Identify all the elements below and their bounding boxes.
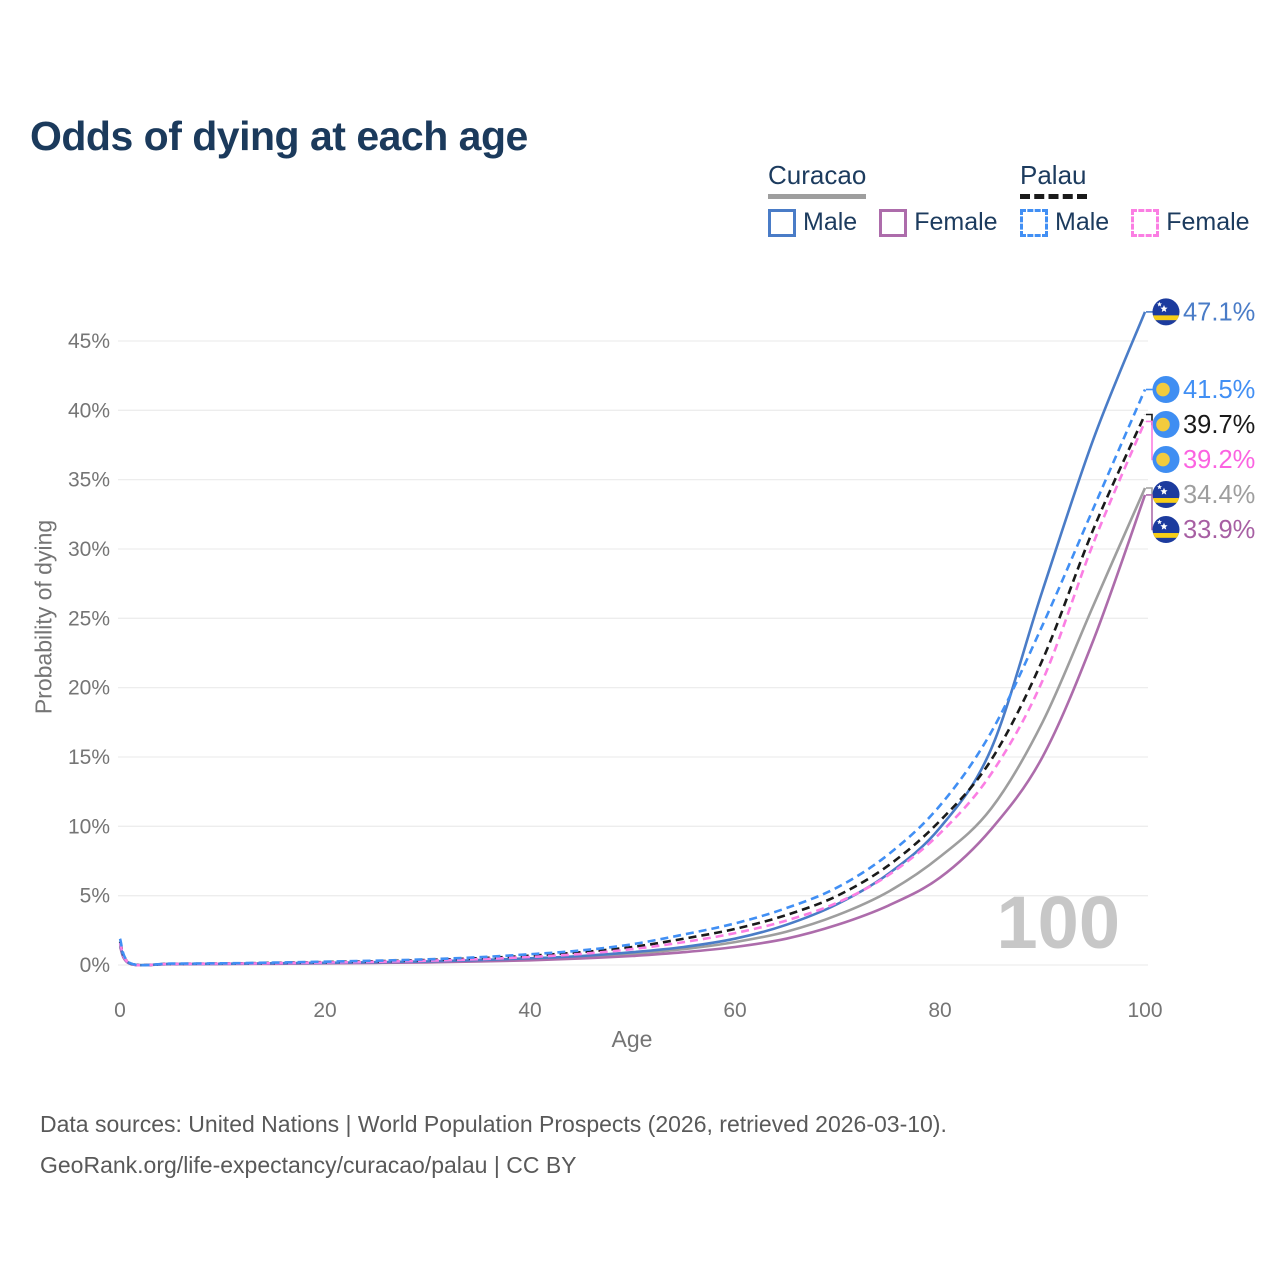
flag-curacao-icon [1152, 516, 1180, 544]
x-tick-0: 0 [114, 999, 126, 1022]
y-tick-35: 35% [68, 469, 110, 492]
end-label-palau-female: 39.2% [1183, 446, 1255, 474]
y-tick-10: 10% [68, 815, 110, 838]
flag-curacao-icon [1152, 298, 1180, 326]
palau-male-swatch-icon [1020, 208, 1048, 237]
end-label-palau-total: 39.7% [1183, 411, 1255, 439]
x-axis-title: Age [611, 1026, 653, 1052]
x-tick-60: 60 [723, 999, 746, 1022]
footer-attribution: GeoRank.org/life-expectancy/curacao/pala… [40, 1152, 577, 1178]
age-counter: 100 [997, 881, 1120, 964]
flag-palau-icon [1152, 411, 1180, 439]
series-line-palau-male[interactable] [118, 388, 1147, 967]
curacao-female-swatch-icon [879, 208, 908, 237]
page-title: Odds of dying at each age [30, 113, 528, 160]
legend-header-curacao: Curacao [768, 160, 867, 199]
x-tick-100: 100 [1127, 999, 1162, 1022]
legend-items-palau: Male Female [1020, 208, 1250, 237]
end-label-curacao-female: 33.9% [1183, 516, 1255, 544]
y-tick-20: 20% [68, 677, 110, 700]
end-label-curacao-total: 34.4% [1183, 481, 1255, 509]
legend-header-palau: Palau [1020, 160, 1087, 199]
legend-label-palau-female: Female [1166, 208, 1250, 236]
flag-palau-icon [1152, 446, 1180, 474]
y-tick-25: 25% [68, 607, 110, 630]
palau-female-swatch-icon [1131, 208, 1160, 237]
x-tick-80: 80 [928, 999, 951, 1022]
legend-item-curacao-female[interactable]: Female [879, 208, 998, 237]
legend-items-curacao: Male Female [768, 208, 998, 237]
flag-palau-icon [1152, 376, 1180, 404]
end-label-curacao-male: 47.1% [1183, 298, 1255, 326]
flag-curacao-icon [1152, 481, 1180, 509]
legend-group-palau: Palau Male Female [1020, 160, 1250, 237]
y-tick-5: 5% [80, 885, 110, 908]
y-tick-40: 40% [68, 399, 110, 422]
series-line-palau-female[interactable] [118, 420, 1147, 967]
series-line-curacao-total[interactable] [118, 487, 1147, 967]
curacao-male-swatch-icon [768, 208, 796, 237]
x-tick-40: 40 [518, 999, 541, 1022]
end-label-palau-male: 41.5% [1183, 376, 1255, 404]
y-tick-0: 0% [80, 954, 110, 977]
legend-group-curacao: Curacao Male Female [768, 160, 998, 237]
legend-label-curacao-male: Male [803, 208, 858, 236]
y-tick-30: 30% [68, 538, 110, 561]
footer: Data sources: United Nations | World Pop… [40, 1104, 947, 1186]
series-line-palau-total[interactable] [118, 413, 1147, 967]
y-tick-15: 15% [68, 746, 110, 769]
legend-label-curacao-female: Female [914, 208, 998, 236]
legend-item-palau-female[interactable]: Female [1131, 208, 1250, 237]
legend-item-curacao-male[interactable]: Male [768, 208, 857, 237]
x-tick-20: 20 [313, 999, 336, 1022]
legend-item-palau-male[interactable]: Male [1020, 208, 1109, 237]
footer-data-sources: Data sources: United Nations | World Pop… [40, 1111, 947, 1137]
legend-label-palau-male: Male [1055, 208, 1110, 236]
y-tick-45: 45% [68, 330, 110, 353]
